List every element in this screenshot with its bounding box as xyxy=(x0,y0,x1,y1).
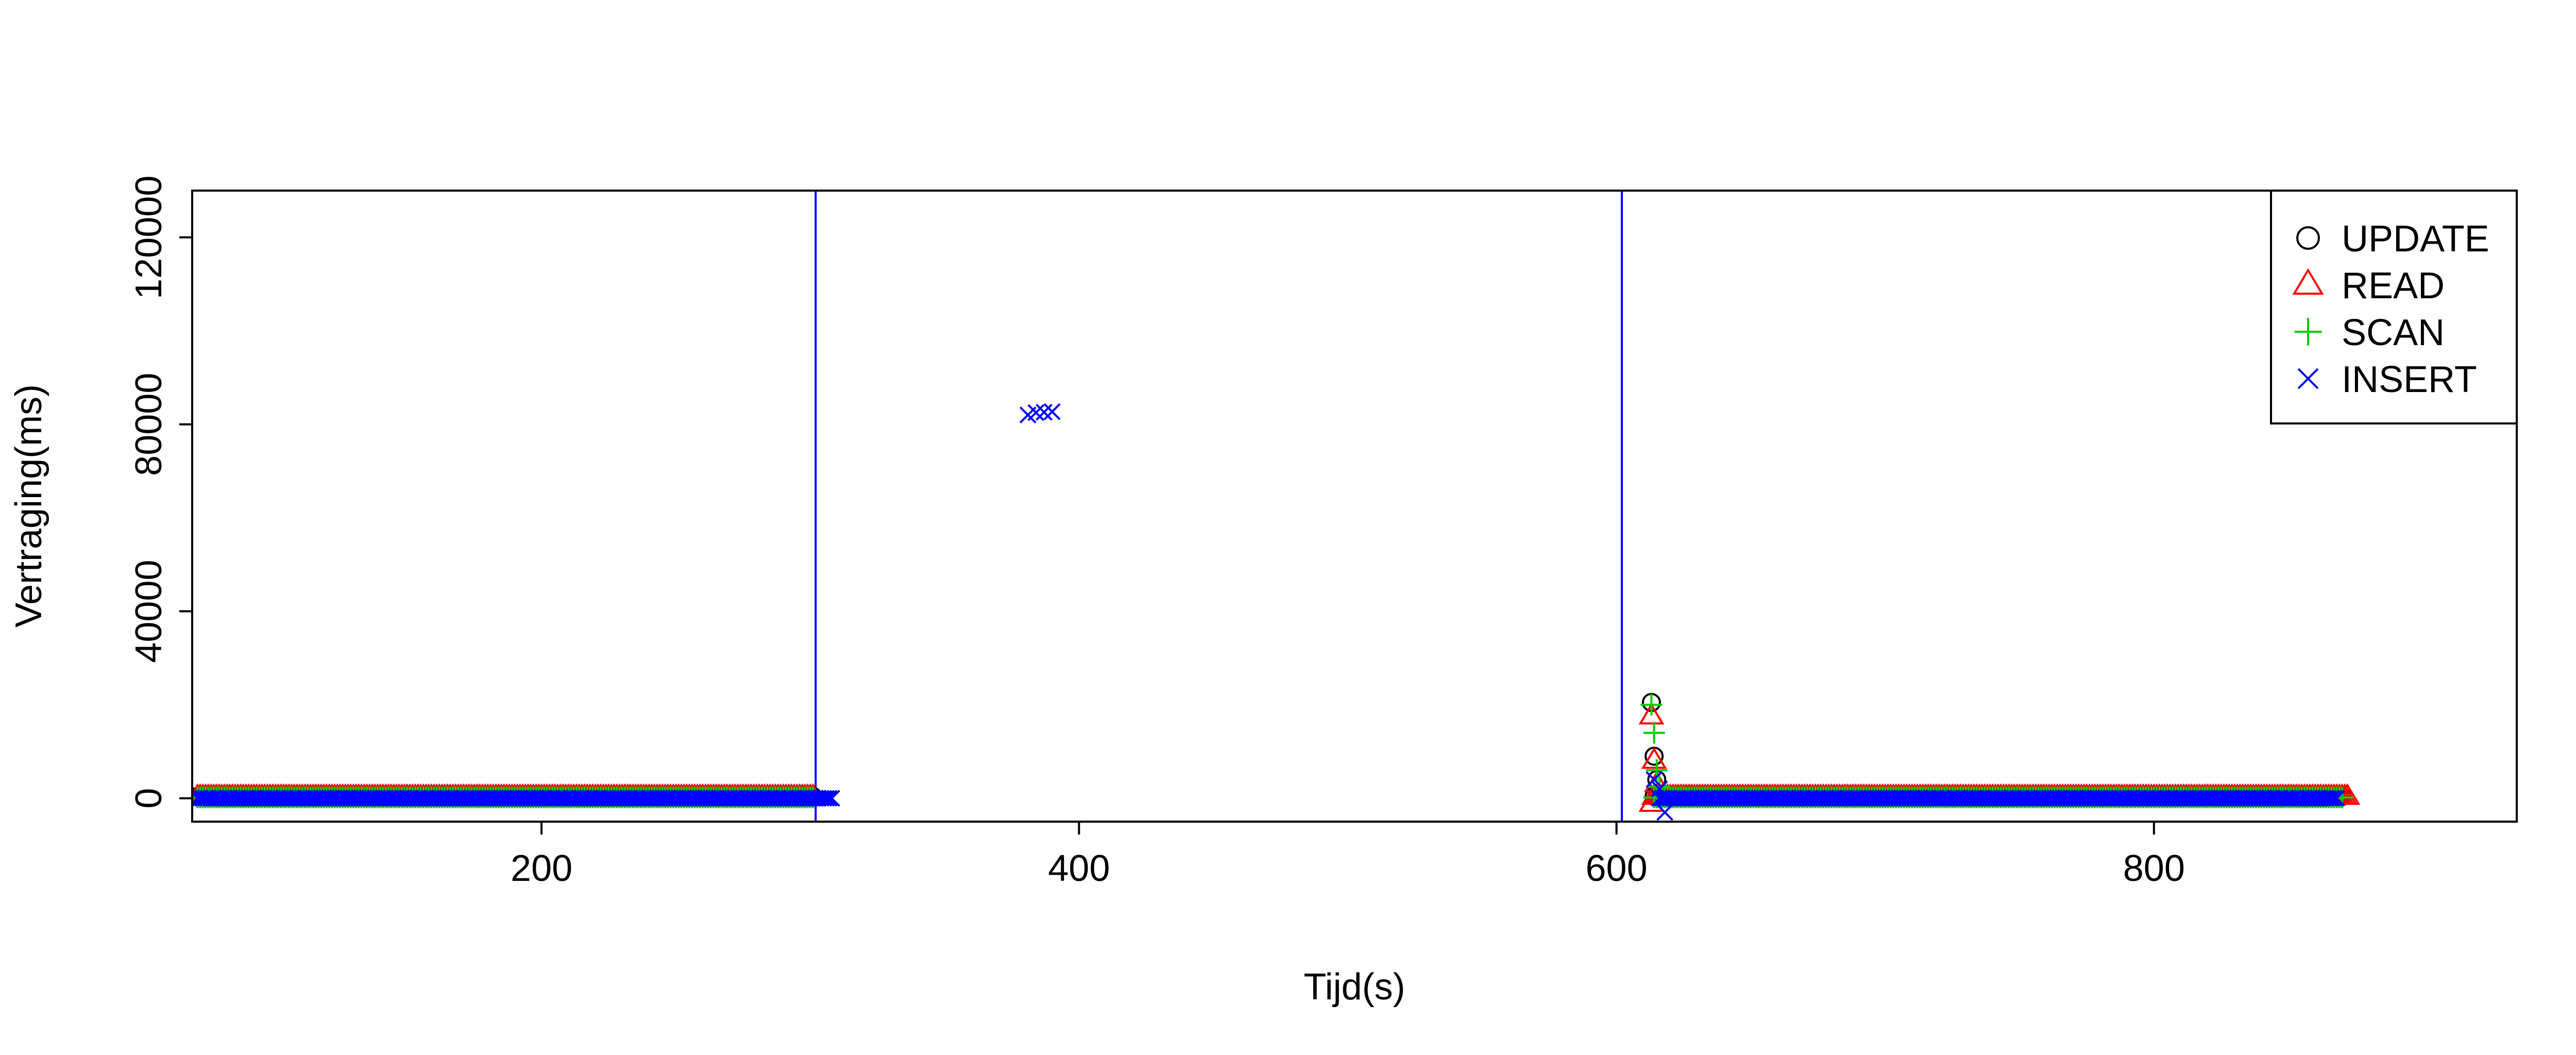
x-tick-label: 200 xyxy=(511,848,572,889)
data-point xyxy=(1638,703,1665,725)
legend-item-insert: INSERT xyxy=(2297,359,2477,400)
data-point xyxy=(823,790,840,807)
data-point xyxy=(815,790,833,807)
data-point xyxy=(818,790,835,807)
x-tick-label: 400 xyxy=(1048,848,1110,889)
legend-symbol-cross-icon xyxy=(2297,368,2319,389)
legend-item-scan: SCAN xyxy=(2294,312,2445,353)
y-tick-label: 80000 xyxy=(128,373,170,476)
data-point xyxy=(2328,790,2345,807)
y-tick-label: 0 xyxy=(128,788,170,809)
legend-symbol-triangle-icon xyxy=(2292,268,2324,295)
legend-symbol-circle-icon xyxy=(2296,226,2320,250)
x-tick-label: 600 xyxy=(1586,848,1648,889)
data-point xyxy=(1027,404,1045,421)
data-point xyxy=(1651,780,1668,797)
legend-label: SCAN xyxy=(2342,312,2445,353)
series-insert xyxy=(192,403,2345,821)
vertical-marker-lines xyxy=(815,191,1623,822)
data-point xyxy=(2323,790,2340,807)
legend-symbol-plus-icon xyxy=(2294,318,2322,346)
legend: UPDATE READ SCAN INSERT xyxy=(2270,190,2518,424)
data-point xyxy=(2320,790,2337,807)
x-axis: 200 400 600 800 xyxy=(511,821,2185,889)
data-point xyxy=(820,790,838,807)
data-point xyxy=(1656,804,1673,821)
legend-label: UPDATE xyxy=(2342,218,2489,260)
y-axis-title: Vertraging(ms) xyxy=(8,384,49,627)
data-point xyxy=(1641,747,1667,769)
legend-box xyxy=(2270,190,2518,424)
data-points-layer xyxy=(192,403,2361,821)
legend-item-update: UPDATE xyxy=(2296,218,2489,260)
data-point xyxy=(1643,722,1665,744)
data-point xyxy=(1036,403,1053,421)
y-tick-label: 40000 xyxy=(128,560,170,663)
x-axis-title: Tijd(s) xyxy=(1303,966,1405,1008)
legend-label: READ xyxy=(2342,265,2445,307)
data-point xyxy=(1043,403,1061,420)
data-point xyxy=(1640,694,1663,716)
legend-label: INSERT xyxy=(2342,359,2477,400)
x-tick-label: 800 xyxy=(2123,848,2185,889)
y-tick-label: 120000 xyxy=(128,176,170,299)
plot-frame xyxy=(191,190,2518,823)
legend-item-read: READ xyxy=(2292,265,2445,307)
data-point xyxy=(1646,771,1663,788)
y-axis: 0 40000 80000 120000 xyxy=(128,176,193,809)
data-point xyxy=(2325,790,2343,807)
